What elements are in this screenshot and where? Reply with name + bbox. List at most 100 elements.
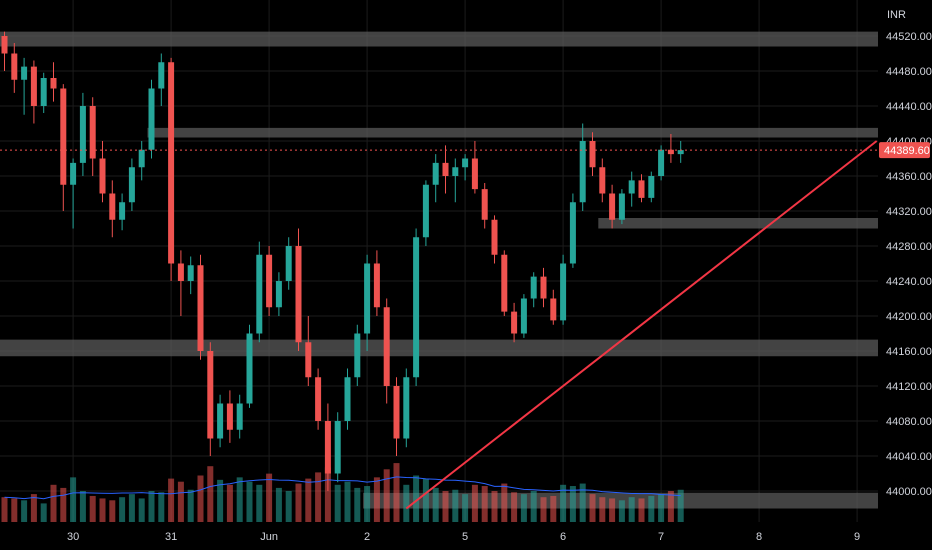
candle-body — [285, 246, 292, 281]
candle[interactable] — [540, 267, 547, 308]
candle[interactable] — [1, 31, 8, 71]
candle[interactable] — [648, 171, 655, 203]
candle[interactable] — [393, 377, 400, 456]
candle[interactable] — [658, 145, 665, 181]
candle-body — [442, 162, 449, 176]
price-zone[interactable] — [0, 31, 878, 47]
candle[interactable] — [491, 215, 498, 264]
candle[interactable] — [119, 193, 126, 231]
candle[interactable] — [285, 237, 292, 290]
candle[interactable] — [305, 316, 312, 386]
candle[interactable] — [550, 289, 557, 325]
candle[interactable] — [334, 412, 341, 483]
candle[interactable] — [383, 298, 390, 404]
candle-body — [383, 307, 390, 386]
candle[interactable] — [187, 256, 194, 295]
candle[interactable] — [324, 403, 331, 492]
candle[interactable] — [168, 57, 175, 281]
candle[interactable] — [217, 394, 224, 448]
candle[interactable] — [501, 250, 508, 316]
candle[interactable] — [60, 84, 67, 211]
candle[interactable] — [109, 180, 116, 238]
trendline[interactable] — [405, 140, 878, 510]
candle[interactable] — [266, 246, 273, 316]
candle[interactable] — [609, 184, 616, 229]
volume-bar — [128, 494, 135, 522]
candle[interactable] — [295, 228, 302, 352]
candle[interactable] — [344, 368, 351, 430]
candle[interactable] — [373, 250, 380, 316]
price-zone[interactable] — [598, 218, 878, 229]
candle[interactable] — [158, 53, 165, 107]
volume-bar — [217, 479, 224, 522]
price-tick-label: 44360.00 — [886, 171, 932, 183]
candle[interactable] — [520, 294, 527, 338]
candle[interactable] — [511, 302, 518, 343]
candle[interactable] — [471, 141, 478, 194]
candle[interactable] — [599, 158, 606, 203]
time-axis[interactable]: 3031Jun25678912 — [67, 531, 932, 543]
candle-body — [246, 333, 253, 404]
candle[interactable] — [138, 141, 145, 181]
candle[interactable] — [432, 154, 439, 203]
candle-body — [128, 167, 135, 203]
price-zone[interactable] — [147, 127, 879, 138]
candle[interactable] — [89, 97, 96, 176]
candle-body — [226, 403, 233, 430]
candle[interactable] — [207, 342, 214, 456]
candle[interactable] — [667, 134, 674, 163]
candle[interactable] — [236, 394, 243, 439]
candle[interactable] — [246, 324, 253, 408]
candle-body — [609, 193, 616, 220]
candle[interactable] — [628, 171, 635, 207]
candle[interactable] — [256, 241, 263, 343]
candle[interactable] — [413, 228, 420, 387]
candle[interactable] — [579, 123, 586, 212]
candle[interactable] — [481, 183, 488, 229]
candle[interactable] — [30, 60, 37, 124]
candle[interactable] — [148, 79, 155, 159]
candle-body — [452, 167, 459, 176]
candle[interactable] — [315, 368, 322, 430]
time-tick-label: 7 — [658, 531, 664, 543]
candle-body — [119, 202, 126, 220]
candle[interactable] — [354, 324, 361, 386]
candle[interactable] — [21, 57, 28, 115]
candle[interactable] — [462, 154, 469, 181]
candle[interactable] — [275, 272, 282, 316]
candle[interactable] — [79, 92, 86, 176]
candle[interactable] — [422, 180, 429, 246]
volume-bar — [70, 477, 77, 522]
candle[interactable] — [99, 141, 106, 203]
candle[interactable] — [403, 368, 410, 448]
candle[interactable] — [618, 189, 625, 225]
candle[interactable] — [197, 254, 204, 360]
candle-body — [364, 263, 371, 334]
candle[interactable] — [70, 158, 77, 229]
candle[interactable] — [177, 250, 184, 316]
candle[interactable] — [589, 132, 596, 176]
candle-body — [618, 193, 625, 220]
volume-bar — [236, 477, 243, 522]
volume-bar — [138, 498, 145, 522]
price-tick-label: 44240.00 — [886, 276, 932, 288]
price-zone[interactable] — [0, 339, 878, 357]
candle[interactable] — [226, 390, 233, 443]
candle[interactable] — [560, 254, 567, 325]
volume-bars — [1, 463, 684, 522]
candle[interactable] — [442, 145, 449, 194]
candle[interactable] — [40, 72, 47, 113]
candle[interactable] — [128, 158, 135, 212]
candle[interactable] — [677, 141, 684, 163]
candle[interactable] — [638, 174, 645, 203]
candle[interactable] — [530, 272, 537, 308]
candle[interactable] — [11, 43, 18, 93]
candle-body — [413, 237, 420, 378]
candle[interactable] — [50, 62, 57, 102]
candle[interactable] — [569, 193, 576, 268]
volume-bar — [344, 481, 351, 522]
candle[interactable] — [364, 254, 371, 351]
candle-body — [295, 246, 302, 343]
candle[interactable] — [452, 158, 459, 203]
